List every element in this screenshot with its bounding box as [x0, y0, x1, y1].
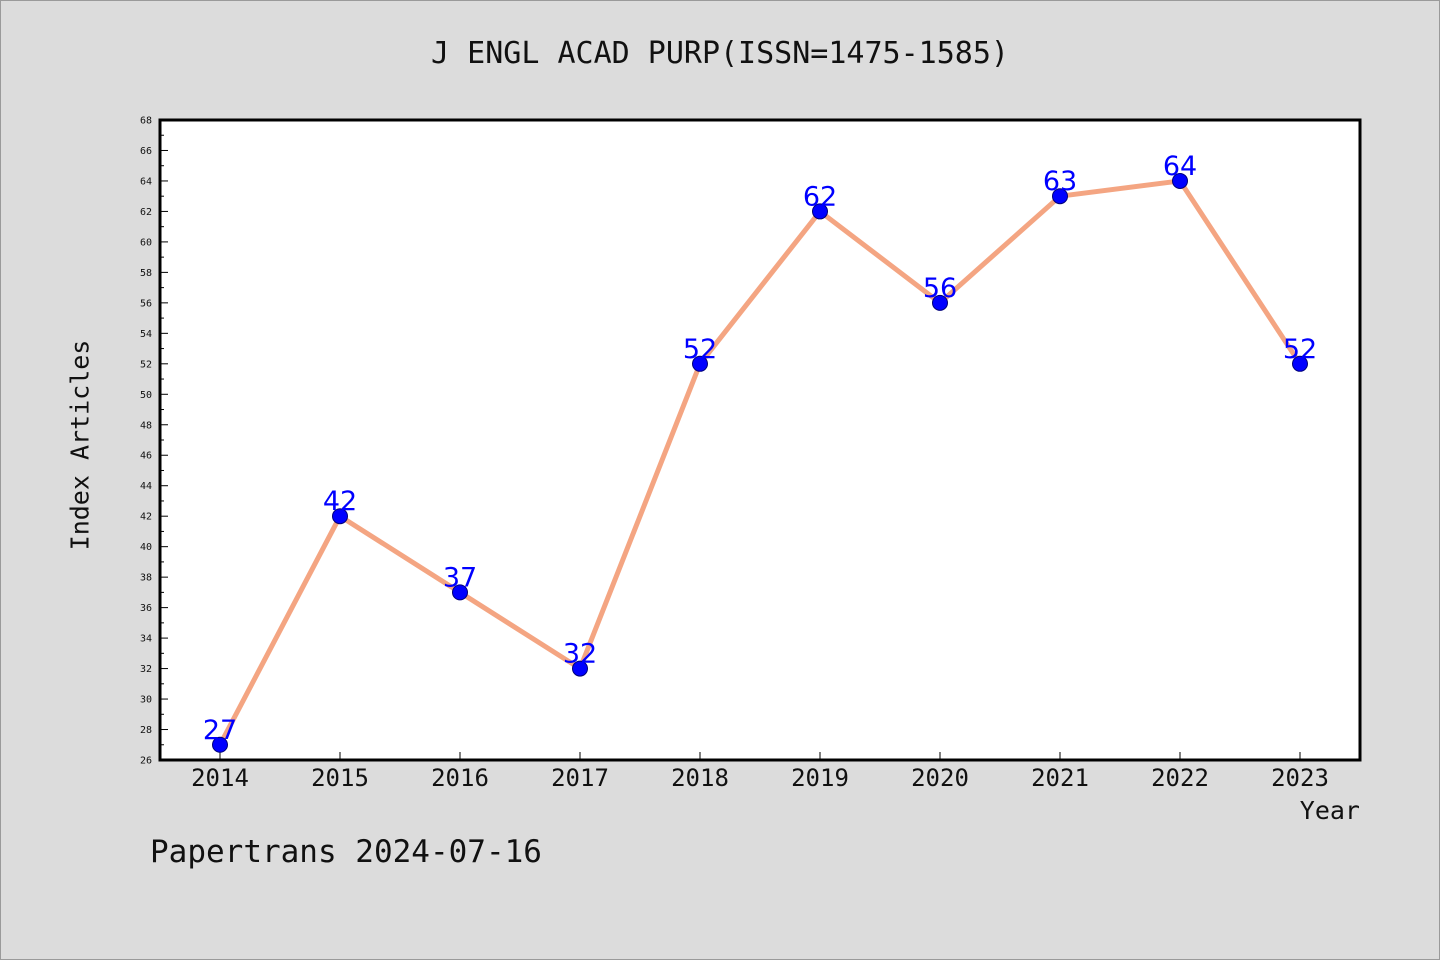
- x-axis-label: Year: [1299, 796, 1360, 825]
- y-tick-label: 44: [140, 481, 152, 492]
- x-tick-label: 2022: [1151, 764, 1209, 792]
- data-label: 52: [683, 334, 717, 365]
- y-tick-label: 34: [140, 634, 152, 645]
- x-tick-label: 2021: [1031, 764, 1089, 792]
- y-tick-label: 62: [140, 207, 152, 218]
- data-label: 37: [443, 562, 477, 593]
- y-tick-label: 42: [140, 512, 152, 523]
- y-tick-label: 58: [140, 268, 152, 279]
- data-point: [452, 584, 468, 601]
- x-tick-label: 2016: [431, 764, 489, 792]
- data-label: 42: [323, 486, 357, 517]
- data-label: 56: [923, 273, 957, 304]
- data-point: [812, 203, 828, 220]
- y-tick-label: 28: [140, 725, 152, 736]
- y-tick-label: 60: [140, 237, 152, 248]
- x-tick-label: 2023: [1271, 764, 1329, 792]
- footer-text: Papertrans 2024-07-16: [150, 834, 542, 870]
- data-point: [212, 736, 228, 753]
- series-layer: 27 42 37 32 52 62 56 63 64 52: [203, 151, 1317, 753]
- data-point: [332, 508, 348, 525]
- y-tick-label: 50: [140, 390, 152, 401]
- series-line: [217, 178, 1303, 748]
- data-label: 63: [1043, 166, 1077, 197]
- y-tick-label: 48: [140, 420, 152, 431]
- y-tick-label: 32: [140, 664, 152, 675]
- x-axis: 2014 2015 2016 2017 2018 2019 2020 2021 2022 2023: [191, 752, 1329, 792]
- plot-area: [160, 120, 1360, 760]
- y-tick-label: 26: [140, 756, 152, 767]
- plot-border: [158, 118, 1362, 762]
- y-tick-label: 56: [140, 298, 152, 309]
- data-label: 27: [203, 715, 237, 746]
- data-point: [1292, 355, 1308, 372]
- x-tick-label: 2018: [671, 764, 729, 792]
- x-tick-label: 2020: [911, 764, 969, 792]
- data-point: [692, 355, 708, 372]
- y-tick-label: 40: [140, 542, 152, 553]
- y-tick-label: 68: [140, 116, 152, 127]
- x-tick-label: 2014: [191, 764, 249, 792]
- data-point: [572, 660, 588, 677]
- data-label: 62: [803, 181, 837, 212]
- x-tick-label: 2017: [551, 764, 609, 792]
- x-tick-label: 2015: [311, 764, 369, 792]
- y-tick-label: 52: [140, 359, 152, 370]
- y-tick-label: 30: [140, 695, 152, 706]
- y-tick-label: 64: [140, 176, 152, 187]
- data-point: [932, 294, 948, 311]
- y-tick-label: 54: [140, 329, 152, 340]
- x-tick-label: 2019: [791, 764, 849, 792]
- data-label: 64: [1163, 151, 1197, 182]
- data-point: [1052, 188, 1068, 205]
- data-label: 32: [563, 639, 597, 670]
- y-tick-label: 38: [140, 573, 152, 584]
- chart-title: J ENGL ACAD PURP(ISSN=1475-1585): [431, 36, 1009, 71]
- data-point: [1172, 172, 1188, 189]
- data-label: 52: [1283, 334, 1317, 365]
- y-tick-label: 46: [140, 451, 152, 462]
- y-tick-label: 66: [140, 146, 152, 157]
- y-tick-label: 36: [140, 603, 152, 614]
